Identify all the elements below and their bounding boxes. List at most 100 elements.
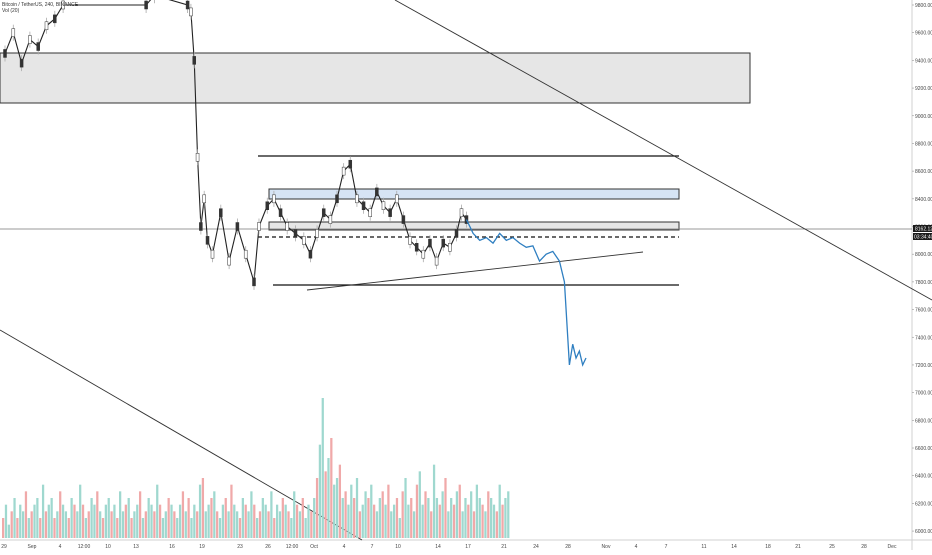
- price-series-line: [4, 0, 467, 283]
- volume-bar: [73, 504, 76, 538]
- volume-bar: [327, 458, 330, 538]
- y-tick-label: 8000.00: [915, 252, 932, 258]
- volume-bar: [330, 438, 333, 538]
- volume-bar: [47, 504, 50, 538]
- demand-zone-box: [268, 188, 680, 200]
- volume-bar: [475, 484, 479, 538]
- candle-body: [185, 0, 190, 10]
- volume-bar: [67, 518, 70, 538]
- y-tick-label: 9600.00: [915, 31, 932, 37]
- volume-bar: [298, 511, 302, 538]
- volume-bar: [301, 498, 304, 538]
- volume-bar: [216, 511, 219, 538]
- volume-bar: [10, 511, 13, 538]
- volume-bar: [4, 504, 8, 538]
- x-tick-label: 13: [133, 544, 139, 550]
- x-tick-label: Oct: [310, 544, 318, 550]
- descending-trendline-upper: [394, 0, 932, 301]
- volume-bar: [472, 511, 476, 538]
- volume-bar: [390, 511, 393, 538]
- volume-bar: [258, 511, 262, 538]
- volume-bar: [484, 511, 487, 538]
- volume-bar: [190, 518, 193, 538]
- volume-bar: [136, 504, 139, 538]
- volume-bar: [170, 504, 173, 538]
- volume-bar: [99, 511, 102, 538]
- volume-bar: [418, 471, 421, 538]
- volume-bar: [116, 518, 119, 538]
- volume-bar: [244, 504, 247, 538]
- current-price-tag: [913, 225, 932, 232]
- y-tick-label: 9800.00: [915, 3, 932, 9]
- y-tick-label: 6600.00: [915, 446, 932, 452]
- x-tick-label: 25: [829, 544, 835, 550]
- volume-bar: [64, 511, 68, 538]
- y-tick-label: 9400.00: [915, 58, 932, 64]
- candle-body: [388, 208, 392, 217]
- volume-bar: [378, 498, 381, 538]
- volume-bar: [113, 504, 116, 538]
- volume-bar: [384, 504, 387, 538]
- volume-bar: [452, 504, 456, 538]
- candle-body: [252, 277, 256, 287]
- current-price-text: 8162.12: [915, 227, 932, 233]
- volume-bar: [196, 511, 199, 538]
- volume-bar: [264, 504, 267, 538]
- volume-bar: [492, 504, 496, 538]
- candle-body: [308, 249, 313, 259]
- volume-bar: [467, 504, 470, 538]
- volume-bar: [2, 518, 5, 538]
- volume-bar: [307, 504, 310, 538]
- x-tick-label: 10: [395, 544, 401, 550]
- ascending-trendline: [306, 251, 644, 291]
- volume-bar: [127, 498, 130, 538]
- candle-body: [227, 256, 231, 266]
- volume-bar: [156, 484, 159, 538]
- candle-body: [202, 194, 206, 204]
- candle-body: [195, 153, 200, 162]
- volume-bar: [421, 504, 424, 538]
- candle-body: [441, 238, 445, 248]
- y-tick-label: 6200.00: [915, 501, 932, 507]
- volume-bar: [147, 498, 150, 538]
- volume-bar: [193, 504, 196, 538]
- candle-body: [11, 28, 16, 37]
- candle-body: [421, 249, 426, 259]
- candle-body: [401, 215, 406, 224]
- volume-bar: [144, 511, 147, 538]
- volume-bar: [21, 511, 25, 538]
- volume-bar: [110, 511, 113, 538]
- volume-bar: [490, 498, 493, 538]
- volume-bar: [478, 498, 481, 538]
- volume-bar: [13, 498, 16, 538]
- x-tick-label: 26: [265, 544, 271, 550]
- volume-bar: [293, 491, 296, 538]
- volume-bar: [470, 491, 473, 538]
- volume-bar: [427, 498, 430, 538]
- volume-bar: [107, 498, 110, 538]
- chart-legend: Bitcoin / TetherUS, 240, BINANCE Vol (20…: [2, 2, 78, 14]
- candle-body: [285, 222, 289, 231]
- volume-bar: [487, 491, 490, 538]
- volume-bar: [278, 511, 282, 538]
- candle-body: [3, 49, 7, 58]
- volume-bar: [364, 491, 367, 538]
- volume-bar: [233, 504, 236, 538]
- candle-body: [61, 0, 65, 10]
- volume-bar: [355, 478, 359, 538]
- volume-bar: [93, 504, 96, 538]
- volume-bar: [450, 498, 453, 538]
- x-tick-label: 21: [501, 544, 507, 550]
- volume-bar: [407, 504, 410, 538]
- volume-bar: [495, 511, 498, 538]
- candle-body: [293, 229, 298, 238]
- candle-body: [381, 201, 386, 210]
- volume-bar: [333, 484, 336, 538]
- volume-bar: [230, 484, 233, 538]
- volume-bar: [261, 498, 264, 538]
- y-tick-label: 7600.00: [915, 308, 932, 314]
- x-tick-label: 12:00: [286, 544, 299, 550]
- volume-bar: [236, 511, 239, 538]
- candle-body: [395, 194, 399, 204]
